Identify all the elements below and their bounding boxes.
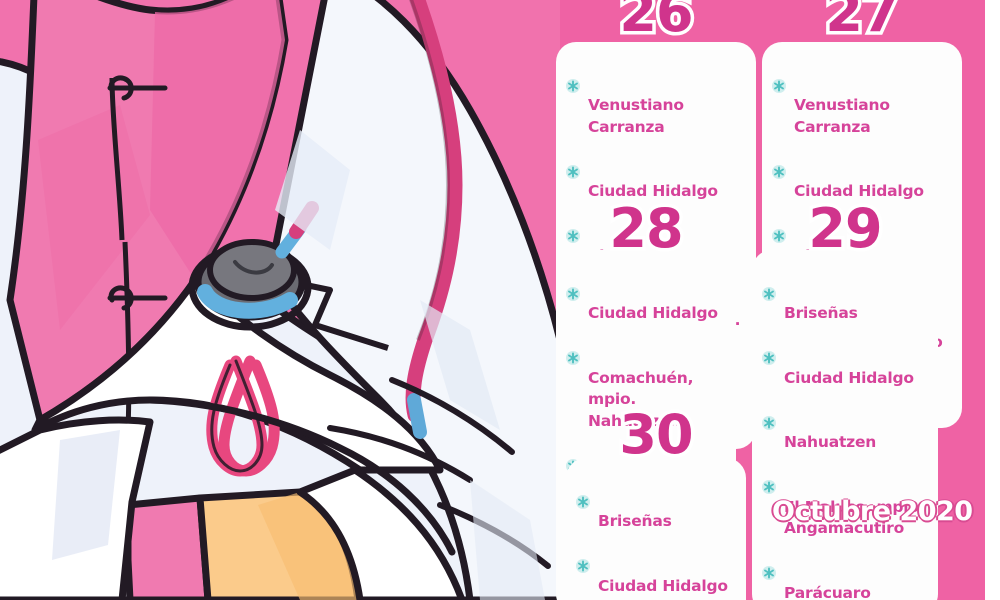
- list-item[interactable]: Parácuaro: [762, 540, 926, 600]
- location-name: Venustiano Carranza: [794, 96, 890, 136]
- asterisk-bullet-icon: [576, 537, 590, 573]
- doctor-illustration: [0, 0, 560, 600]
- day-30-card-body: Briseñas Ciudad Hidalgo Nahuatzen: [566, 458, 746, 600]
- location-name: El Maluco, mpio. Angamacutiro: [784, 497, 925, 538]
- day-number-26: 26: [616, 0, 697, 44]
- list-item[interactable]: Ciudad Hidalgo: [566, 138, 744, 203]
- asterisk-bullet-icon: [762, 458, 776, 494]
- list-item[interactable]: Nahuatzen: [762, 389, 926, 454]
- day-30-location-list: Briseñas Ciudad Hidalgo Nahuatzen: [576, 468, 734, 600]
- location-name: Briseñas: [784, 304, 858, 322]
- asterisk-bullet-icon: [762, 393, 776, 430]
- location-name: Ciudad Hidalgo: [588, 182, 718, 200]
- location-name: Ciudad Hidalgo: [588, 304, 718, 322]
- list-item[interactable]: Ciudad Hidalgo: [772, 138, 950, 203]
- month-label: Octubre 2020: [772, 496, 973, 527]
- asterisk-bullet-icon: [566, 329, 580, 365]
- day-29-location-list: Briseñas Ciudad Hidalgo Nahuatzen: [762, 260, 926, 600]
- location-name: Ciudad Hidalgo: [598, 576, 728, 595]
- asterisk-bullet-icon: [566, 264, 580, 301]
- location-name: Ciudad Hidalgo: [784, 368, 914, 387]
- asterisk-bullet-icon: [566, 142, 580, 179]
- day-number-27: 27: [822, 0, 903, 44]
- asterisk-bullet-icon: [762, 544, 776, 580]
- asterisk-bullet-icon: [576, 472, 590, 509]
- right-white-margin: [985, 0, 1000, 600]
- list-item[interactable]: Venustiano Carranza: [566, 52, 744, 138]
- day-number-30: 30: [616, 403, 697, 466]
- day-number-29: 29: [805, 197, 886, 260]
- location-name: Venustiano Carranza: [588, 96, 684, 136]
- location-name: Briseñas: [598, 512, 672, 530]
- location-name: Comachuén, mpio. Nahuatzen: [588, 368, 694, 430]
- asterisk-bullet-icon: [772, 56, 786, 93]
- day-29-card-body: Briseñas Ciudad Hidalgo Nahuatzen: [752, 250, 938, 600]
- asterisk-bullet-icon: [772, 207, 786, 243]
- day-number-28: 28: [606, 197, 687, 260]
- list-item[interactable]: Ciudad Hidalgo: [576, 533, 734, 598]
- asterisk-bullet-icon: [566, 56, 580, 93]
- asterisk-bullet-icon: [566, 207, 580, 243]
- asterisk-bullet-icon: [762, 264, 776, 301]
- list-item[interactable]: El Maluco, mpio. Angamacutiro: [762, 454, 926, 540]
- location-name: Ciudad Hidalgo: [794, 182, 924, 200]
- list-item[interactable]: Briseñas: [762, 260, 926, 325]
- asterisk-bullet-icon: [762, 329, 776, 365]
- list-item[interactable]: Briseñas: [576, 468, 734, 533]
- list-item[interactable]: Ciudad Hidalgo: [762, 325, 926, 390]
- location-name: Nahuatzen: [784, 433, 877, 451]
- location-name: Parácuaro: [784, 583, 871, 600]
- list-item[interactable]: Comachuén, mpio. Nahuatzen: [566, 325, 724, 433]
- asterisk-bullet-icon: [772, 142, 786, 179]
- list-item[interactable]: Ciudad Hidalgo: [566, 260, 724, 325]
- list-item[interactable]: Venustiano Carranza: [772, 52, 950, 138]
